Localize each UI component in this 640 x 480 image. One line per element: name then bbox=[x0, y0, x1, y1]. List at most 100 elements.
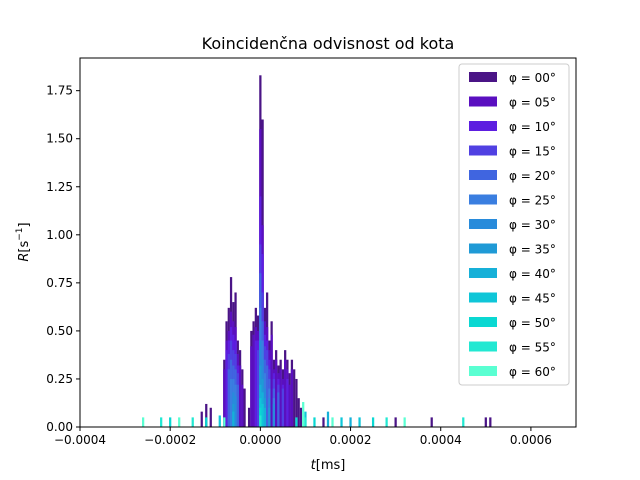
bar bbox=[254, 340, 257, 427]
bar bbox=[385, 417, 388, 427]
y-axis-label: R[s−1] bbox=[15, 222, 32, 261]
bar bbox=[256, 350, 260, 428]
legend-swatch bbox=[469, 72, 497, 82]
x-axis-variable: t bbox=[311, 458, 317, 473]
x-axis-label: t[ms] bbox=[311, 458, 346, 473]
bar bbox=[340, 417, 343, 427]
bar bbox=[263, 407, 266, 427]
legend-item: φ = 30° bbox=[469, 218, 556, 232]
bar bbox=[247, 407, 251, 427]
legend-item: φ = 45° bbox=[469, 292, 556, 306]
bar bbox=[169, 417, 172, 427]
legend-item: φ = 15° bbox=[469, 145, 556, 159]
x-tick-label: 0.0002 bbox=[330, 433, 372, 447]
legend-label: φ = 15° bbox=[509, 145, 556, 159]
legend-item: φ = 25° bbox=[469, 194, 556, 208]
bar bbox=[241, 384, 244, 427]
bar bbox=[270, 334, 273, 427]
legend-label: φ = 50° bbox=[509, 316, 556, 330]
bar bbox=[234, 396, 237, 427]
bar bbox=[160, 417, 163, 427]
legend-label: φ = 35° bbox=[509, 243, 556, 257]
legend-frame bbox=[458, 63, 570, 386]
legend-label: φ = 55° bbox=[509, 341, 556, 355]
plot-frame bbox=[79, 57, 577, 428]
legend-item: φ = 10° bbox=[469, 120, 556, 134]
bar bbox=[358, 417, 361, 427]
bar bbox=[302, 402, 305, 427]
legend-swatch bbox=[469, 366, 497, 376]
bar bbox=[259, 415, 262, 427]
y-tick-label: 0.75 bbox=[46, 276, 73, 290]
y-axis-variable: R bbox=[17, 253, 32, 262]
legend-item: φ = 20° bbox=[469, 169, 556, 183]
bar bbox=[288, 384, 291, 427]
legend-item: φ = 35° bbox=[469, 243, 556, 257]
bar bbox=[295, 378, 298, 427]
bar bbox=[266, 365, 269, 427]
legend-label: φ = 25° bbox=[509, 194, 556, 208]
y-tick-label: 0.50 bbox=[46, 324, 73, 338]
bar bbox=[227, 369, 230, 427]
legend-swatch bbox=[469, 243, 497, 254]
legend-swatch bbox=[469, 194, 497, 205]
x-tick-label: 0.0004 bbox=[420, 433, 462, 447]
y-axis: 0.00 0.25 0.50 0.75 1.00 1.25 1.50 1.75 bbox=[46, 84, 80, 434]
legend-label: φ = 40° bbox=[509, 267, 556, 281]
legend-swatch bbox=[469, 292, 497, 303]
y-axis-unit-exponent: −1 bbox=[15, 227, 25, 240]
bar bbox=[297, 398, 300, 427]
legend-swatch bbox=[469, 96, 497, 107]
series-12 bbox=[142, 402, 406, 427]
bar bbox=[403, 417, 406, 427]
legend-label: φ = 30° bbox=[509, 218, 556, 232]
y-tick-label: 1.75 bbox=[46, 84, 73, 98]
legend-item: φ = 55° bbox=[469, 341, 556, 355]
bar bbox=[371, 417, 375, 427]
chart-title: Koincidenčna odvisnost od kota bbox=[202, 34, 455, 53]
y-tick-label: 1.25 bbox=[46, 180, 73, 194]
bar bbox=[250, 346, 253, 427]
bar bbox=[200, 411, 203, 428]
bar bbox=[268, 407, 271, 427]
bar bbox=[191, 417, 194, 427]
legend-swatch bbox=[469, 219, 497, 229]
bar bbox=[313, 417, 316, 427]
bar bbox=[299, 407, 303, 427]
legend-swatch bbox=[469, 170, 497, 180]
legend-label: φ = 10° bbox=[509, 120, 556, 134]
bar bbox=[394, 417, 397, 427]
y-tick-label: 1.00 bbox=[46, 228, 73, 242]
bar bbox=[218, 415, 221, 427]
bar bbox=[286, 378, 289, 427]
y-axis-unit-close: ] bbox=[17, 222, 32, 227]
legend-label: φ = 00° bbox=[509, 71, 556, 85]
bar bbox=[489, 417, 492, 427]
y-tick-label: 0.25 bbox=[46, 372, 73, 386]
bar bbox=[462, 417, 465, 427]
bar bbox=[238, 365, 242, 427]
legend-swatch bbox=[469, 341, 497, 352]
bar bbox=[209, 407, 212, 427]
bar bbox=[281, 388, 285, 427]
bar bbox=[225, 350, 228, 428]
bar bbox=[205, 403, 208, 427]
legend-swatch bbox=[469, 317, 497, 327]
bar bbox=[178, 417, 181, 427]
bar bbox=[284, 359, 287, 427]
bar bbox=[484, 417, 487, 427]
bar bbox=[304, 417, 307, 427]
bar-layer bbox=[142, 75, 492, 428]
series-11 bbox=[160, 415, 465, 427]
legend-item: φ = 40° bbox=[469, 267, 556, 281]
bar bbox=[272, 403, 276, 427]
bar bbox=[430, 417, 433, 427]
bar bbox=[293, 369, 296, 427]
legend-swatch bbox=[469, 121, 497, 131]
bar bbox=[261, 403, 264, 427]
legend-swatch bbox=[469, 145, 497, 156]
bar bbox=[252, 334, 255, 427]
legend-label: φ = 05° bbox=[509, 96, 556, 110]
x-tick-label: 0.0000 bbox=[239, 433, 281, 447]
